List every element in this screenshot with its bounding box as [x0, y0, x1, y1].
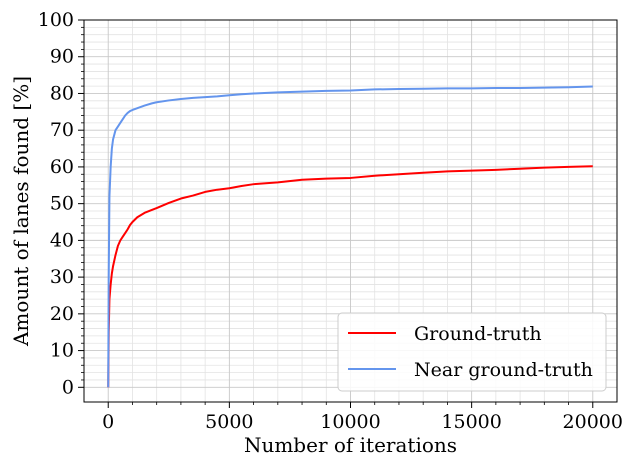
y-tick-label: 60 — [50, 156, 74, 178]
y-tick-label: 30 — [50, 266, 74, 288]
x-tick-label: 5000 — [205, 411, 253, 433]
x-tick-label: 20000 — [563, 411, 623, 433]
y-tick-label: 0 — [62, 376, 74, 398]
x-tick-label: 10000 — [320, 411, 380, 433]
legend-label-ground-truth: Ground-truth — [414, 323, 542, 345]
series-line-near-ground-truth — [107, 85, 593, 388]
x-axis-label: Number of iterations — [244, 433, 457, 457]
y-tick-label: 80 — [50, 82, 74, 104]
y-axis-label: Amount of lanes found [%] — [9, 76, 33, 347]
series-line-ground-truth — [107, 165, 593, 388]
x-tick-label: 15000 — [441, 411, 501, 433]
legend-box — [337, 312, 607, 392]
legend: Ground-truth Near ground-truth — [337, 312, 607, 392]
y-tick-label: 100 — [38, 9, 74, 31]
y-tick-label: 20 — [50, 303, 74, 325]
y-tick-label: 50 — [50, 193, 74, 215]
y-tick-label: 10 — [50, 340, 74, 362]
y-tick-labels: 0 10 20 30 40 50 60 70 80 90 100 — [38, 9, 74, 398]
y-tick-label: 40 — [50, 229, 74, 251]
y-tick-label: 70 — [50, 119, 74, 141]
y-tick-label: 90 — [50, 46, 74, 68]
axis-ticks — [78, 19, 594, 408]
series-layer — [107, 85, 593, 388]
x-tick-label: 0 — [102, 411, 114, 433]
legend-label-near-ground-truth: Near ground-truth — [414, 359, 593, 381]
x-tick-labels: 0 5000 10000 15000 20000 — [102, 411, 623, 433]
